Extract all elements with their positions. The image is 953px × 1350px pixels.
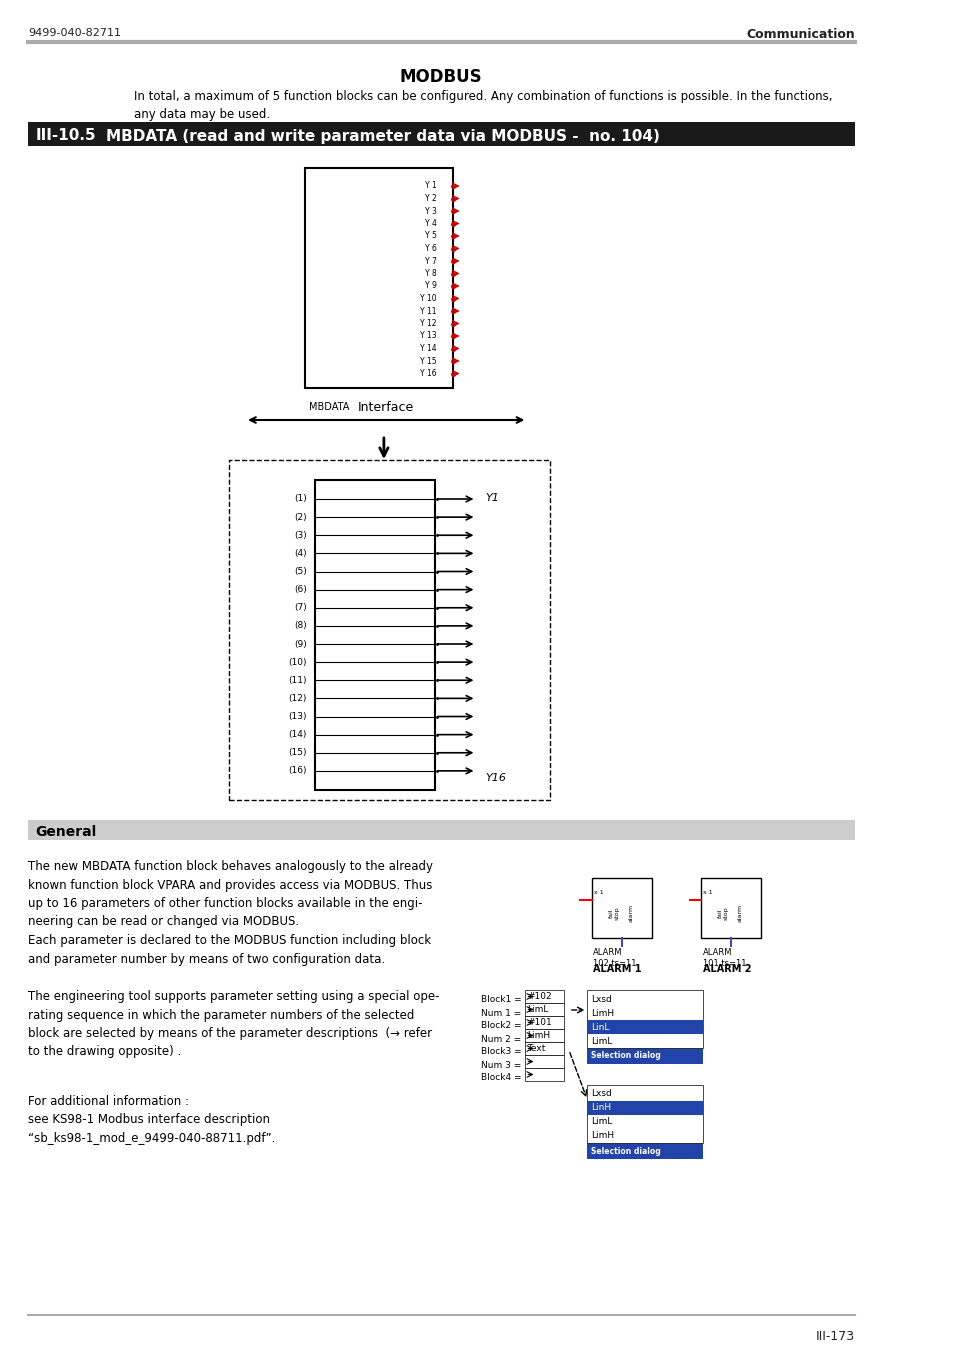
Text: MBDATA: MBDATA [309,402,349,412]
Text: #101: #101 [527,1018,552,1027]
Bar [700,878,760,938]
Text: (10): (10) [289,657,307,667]
Text: (11): (11) [289,676,307,684]
Text: Y 13: Y 13 [419,332,436,340]
Text: LimH: LimH [591,1008,614,1018]
Text: ALARM 2: ALARM 2 [701,964,750,973]
Text: Y 3: Y 3 [424,207,436,216]
Text: Y16: Y16 [485,774,506,783]
Text: Y 4: Y 4 [424,219,436,228]
Text: (14): (14) [289,730,307,740]
Bar [28,122,854,146]
Text: Y 8: Y 8 [424,269,436,278]
Text: ALARM
101 ts=11: ALARM 101 ts=11 [701,948,745,968]
Text: Y 7: Y 7 [424,256,436,266]
Text: LimL: LimL [591,1118,612,1126]
Text: III-173: III-173 [815,1330,854,1343]
Bar [525,1054,563,1068]
Text: (1): (1) [294,494,307,504]
Bar [525,990,563,1003]
Text: (8): (8) [294,621,307,630]
Text: LimL: LimL [591,1037,612,1045]
Text: Y 9: Y 9 [424,282,436,290]
Text: In total, a maximum of 5 function blocks can be configured. Any combination of f: In total, a maximum of 5 function blocks… [134,90,832,122]
Text: x 1: x 1 [702,890,712,895]
Bar [587,1143,702,1160]
Text: (13): (13) [289,711,307,721]
Text: Y 10: Y 10 [419,294,436,302]
Bar [591,878,651,938]
Text: For additional information :
see KS98-1 Modbus interface description
“sb_ks98-1_: For additional information : see KS98-1 … [28,1095,274,1145]
Bar [525,1042,563,1054]
Text: (15): (15) [289,748,307,757]
Text: Block4 =: Block4 = [480,1073,521,1083]
Text: Num 1 =: Num 1 = [480,1008,520,1018]
Text: fail
stop: fail stop [608,906,618,919]
Text: Y 12: Y 12 [419,319,436,328]
Text: III-10.5: III-10.5 [35,128,95,143]
Text: MBDATA (read and write parameter data via MODBUS -  no. 104): MBDATA (read and write parameter data vi… [107,128,659,143]
Text: Selection dialog: Selection dialog [591,1052,660,1061]
Bar [525,1029,563,1042]
Text: Y1: Y1 [485,493,499,504]
Text: (7): (7) [294,603,307,613]
Text: Y 15: Y 15 [419,356,436,366]
Bar [587,1048,702,1064]
Text: Y 11: Y 11 [419,306,436,316]
Text: LimH: LimH [591,1131,614,1141]
Bar [314,481,435,790]
Text: The engineering tool supports parameter setting using a special ope-
rating sequ: The engineering tool supports parameter … [28,990,438,1058]
Text: Y 5: Y 5 [424,231,436,240]
Bar [28,819,854,840]
Text: LimH: LimH [527,1031,550,1040]
Bar [525,1003,563,1017]
Text: LinH: LinH [591,1103,611,1112]
Text: (16): (16) [289,767,307,775]
Text: Y 16: Y 16 [419,369,436,378]
Text: Y 14: Y 14 [419,344,436,352]
Text: alarm: alarm [628,904,633,922]
Bar [587,1085,702,1143]
Text: Y 6: Y 6 [424,244,436,252]
Text: 9499-040-82711: 9499-040-82711 [28,28,121,38]
Text: (3): (3) [294,531,307,540]
Text: Y 2: Y 2 [424,194,436,202]
Bar [587,1021,702,1034]
Text: (4): (4) [294,549,307,558]
Text: (2): (2) [294,513,307,521]
Text: Num 3 =: Num 3 = [480,1061,520,1069]
Text: Block2 =: Block2 = [480,1022,521,1030]
Text: (6): (6) [294,585,307,594]
Text: The new MBDATA function block behaves analogously to the already
known function : The new MBDATA function block behaves an… [28,860,433,965]
Text: LimL: LimL [527,1004,548,1014]
Text: ALARM 1: ALARM 1 [593,964,641,973]
Text: (9): (9) [294,640,307,648]
Text: Block1 =: Block1 = [480,995,521,1004]
Bar [525,1068,563,1081]
Text: Block3 =: Block3 = [480,1048,521,1057]
Text: (12): (12) [289,694,307,703]
Bar [229,460,550,801]
Text: alarm: alarm [737,904,741,922]
Bar [525,1017,563,1029]
Text: Lxsd: Lxsd [591,995,611,1003]
Text: #102: #102 [527,992,552,1000]
Bar [587,990,702,1048]
Bar [305,167,453,387]
Text: General: General [35,825,96,838]
Text: ALARM
102 ts=11: ALARM 102 ts=11 [593,948,637,968]
Text: Selection dialog: Selection dialog [591,1146,660,1156]
Text: Communication: Communication [745,28,854,40]
Text: MODBUS: MODBUS [399,68,482,86]
Bar [587,1102,702,1115]
Text: fail
stop: fail stop [718,906,728,919]
Text: Y 1: Y 1 [424,181,436,190]
Text: Lxsd: Lxsd [591,1089,611,1099]
Text: Num 2 =: Num 2 = [480,1034,520,1044]
Text: LinL: LinL [591,1022,609,1031]
Text: Interface: Interface [357,401,414,414]
Text: x 1: x 1 [594,890,603,895]
Text: Text: Text [527,1044,545,1053]
Text: (5): (5) [294,567,307,576]
